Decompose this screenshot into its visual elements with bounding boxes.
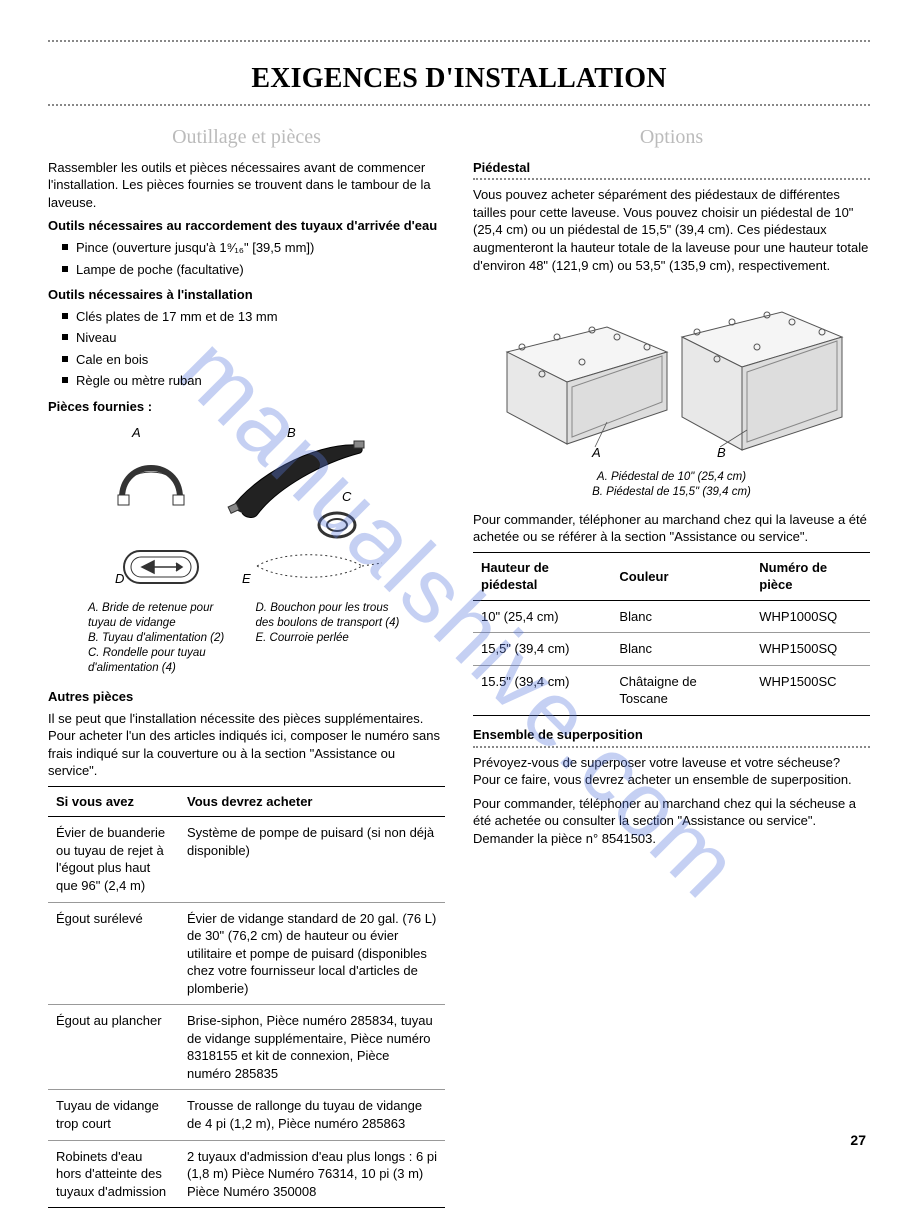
order-text: Pour commander, téléphoner au marchand c…: [473, 511, 870, 546]
label-b: B: [287, 425, 296, 440]
th: Numéro de pièce: [751, 552, 870, 600]
pedestal-b-icon: B: [682, 312, 842, 457]
legend-item: C. Rondelle pour tuyau d'alimentation (4…: [88, 646, 238, 676]
th: Hauteur de piédestal: [473, 552, 611, 600]
table-row: 10" (25,4 cm)BlancWHP1000SQ: [473, 600, 870, 633]
subheading-outillage: Outillage et pièces: [48, 124, 445, 151]
pedestal-heading: Piédestal: [473, 160, 530, 175]
parts-legend: A. Bride de retenue pour tuyau de vidang…: [88, 601, 405, 676]
autres-text: Il se peut que l'installation nécessite …: [48, 710, 445, 780]
legend-item: B. Tuyau d'alimentation (2): [88, 631, 238, 646]
list-item: Clés plates de 17 mm et de 13 mm: [62, 308, 445, 326]
legend-item: D. Bouchon pour les trous des boulons de…: [256, 601, 406, 631]
tools-install-list: Clés plates de 17 mm et de 13 mm Niveau …: [48, 308, 445, 390]
pedestal-text: Vous pouvez acheter séparément des piéde…: [473, 186, 870, 274]
list-item: Pince (ouverture jusqu'à 1⁹⁄₁₆" [39,5 mm…: [62, 239, 445, 257]
superpos-text2: Pour commander, téléphoner au marchand c…: [473, 795, 870, 848]
superpos-text1: Prévoyez-vous de superposer votre laveus…: [473, 754, 870, 789]
page-title: EXIGENCES D'INSTALLATION: [48, 60, 870, 98]
table-row: Égout surélevéÉvier de vidange standard …: [48, 902, 445, 1005]
list-item: Cale en bois: [62, 351, 445, 369]
parts-heading: Pièces fournies :: [48, 398, 445, 416]
th: Couleur: [611, 552, 751, 600]
title-rule: [48, 104, 870, 106]
label-c: C: [342, 489, 352, 504]
table-row: 15.5" (39,4 cm)Châtaigne de ToscaneWHP15…: [473, 665, 870, 715]
svg-text:A: A: [591, 445, 601, 457]
top-rule: [48, 40, 870, 42]
pedestal-legend: A. Piédestal de 10" (25,4 cm) B. Piédest…: [473, 470, 870, 501]
table-row: Tuyau de vidange trop courtTrousse de ra…: [48, 1090, 445, 1140]
intro-text: Rassembler les outils et pièces nécessai…: [48, 159, 445, 212]
autres-heading: Autres pièces: [48, 688, 445, 706]
label-d: D: [115, 571, 124, 586]
right-column: Options Piédestal Vous pouvez acheter sé…: [473, 124, 870, 1218]
left-column: Outillage et pièces Rassembler les outil…: [48, 124, 445, 1218]
autres-table: Si vous avez Vous devrez acheter Évier d…: [48, 786, 445, 1208]
legend-item: E. Courroie perlée: [256, 631, 406, 646]
pedestal-table: Hauteur de piédestal Couleur Numéro de p…: [473, 552, 870, 716]
pedestal-figure: A B: [473, 282, 870, 462]
th: Si vous avez: [48, 786, 179, 817]
tools-hose-heading: Outils nécessaires au raccordement des t…: [48, 217, 445, 235]
legend-item: B. Piédestal de 15,5" (39,4 cm): [473, 485, 870, 501]
list-item: Lampe de poche (facultative): [62, 261, 445, 279]
subheading-options: Options: [473, 124, 870, 151]
page-number: 27: [850, 1131, 866, 1150]
superpos-heading: Ensemble de superposition: [473, 727, 643, 742]
parts-figure: A B C D E: [48, 423, 445, 593]
list-item: Règle ou mètre ruban: [62, 372, 445, 390]
legend-item: A. Piédestal de 10" (25,4 cm): [473, 470, 870, 486]
label-a: A: [131, 425, 141, 440]
table-row: 15,5" (39,4 cm)BlancWHP1500SQ: [473, 633, 870, 666]
pedestal-a-icon: A: [507, 327, 667, 457]
table-row: Évier de buanderie ou tuyau de rejet à l…: [48, 817, 445, 902]
table-row: Égout au plancherBrise-siphon, Pièce num…: [48, 1005, 445, 1090]
svg-text:B: B: [717, 445, 726, 457]
list-item: Niveau: [62, 329, 445, 347]
tools-install-heading: Outils nécessaires à l'installation: [48, 286, 445, 304]
legend-item: A. Bride de retenue pour tuyau de vidang…: [88, 601, 238, 631]
table-row: Robinets d'eau hors d'atteinte des tuyau…: [48, 1140, 445, 1208]
label-e: E: [242, 571, 251, 586]
th: Vous devrez acheter: [179, 786, 445, 817]
tools-hose-list: Pince (ouverture jusqu'à 1⁹⁄₁₆" [39,5 mm…: [48, 239, 445, 278]
